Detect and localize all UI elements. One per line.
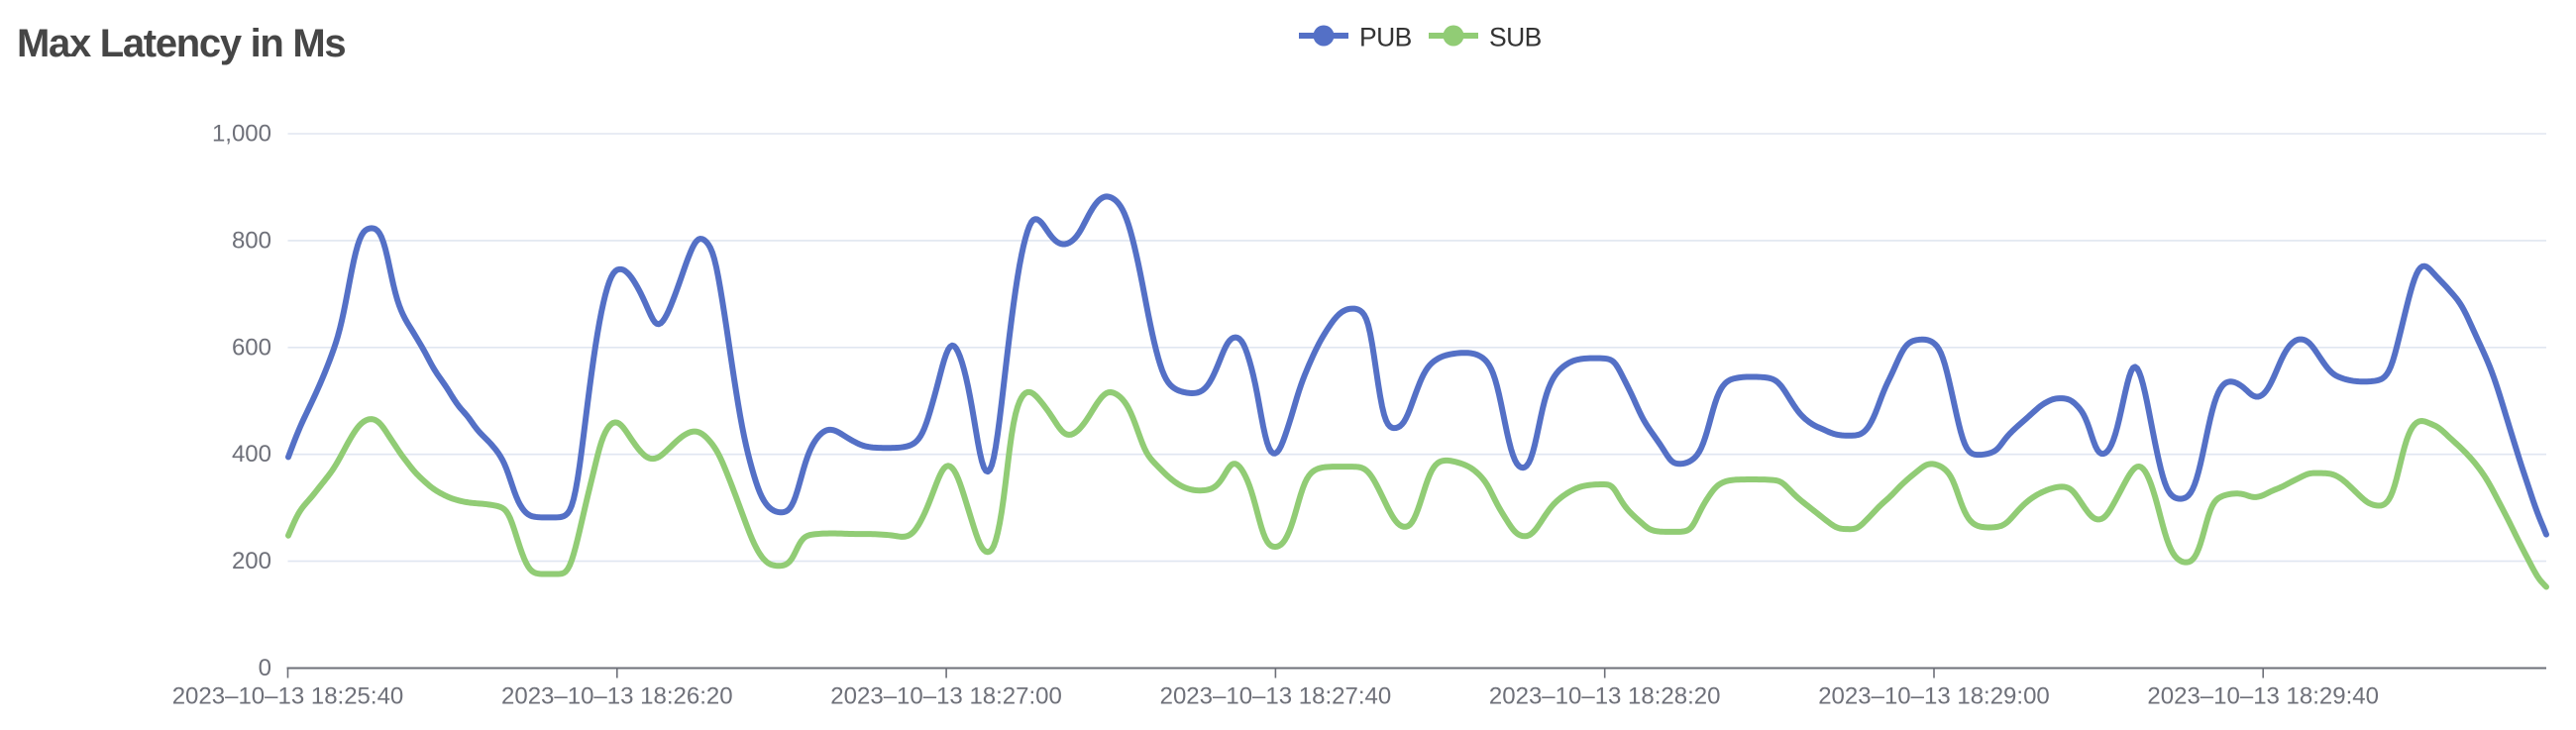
svg-text:2023–10–13 18:27:00: 2023–10–13 18:27:00 <box>830 683 1062 710</box>
svg-text:SUB: SUB <box>1489 23 1542 52</box>
svg-text:2023–10–13 18:29:40: 2023–10–13 18:29:40 <box>2147 683 2379 710</box>
svg-text:2023–10–13 18:28:20: 2023–10–13 18:28:20 <box>1489 683 1721 710</box>
svg-text:2023–10–13 18:25:40: 2023–10–13 18:25:40 <box>172 683 404 710</box>
svg-text:1,000: 1,000 <box>212 121 271 148</box>
svg-text:0: 0 <box>259 655 271 681</box>
svg-text:2023–10–13 18:29:00: 2023–10–13 18:29:00 <box>1818 683 2050 710</box>
svg-text:PUB: PUB <box>1359 23 1412 52</box>
svg-text:800: 800 <box>232 227 271 254</box>
svg-text:200: 200 <box>232 548 271 574</box>
svg-text:600: 600 <box>232 334 271 361</box>
svg-text:2023–10–13 18:26:20: 2023–10–13 18:26:20 <box>501 683 733 710</box>
svg-text:400: 400 <box>232 441 271 468</box>
svg-text:2023–10–13 18:27:40: 2023–10–13 18:27:40 <box>1160 683 1392 710</box>
svg-text:Max Latency in Ms: Max Latency in Ms <box>17 22 345 65</box>
